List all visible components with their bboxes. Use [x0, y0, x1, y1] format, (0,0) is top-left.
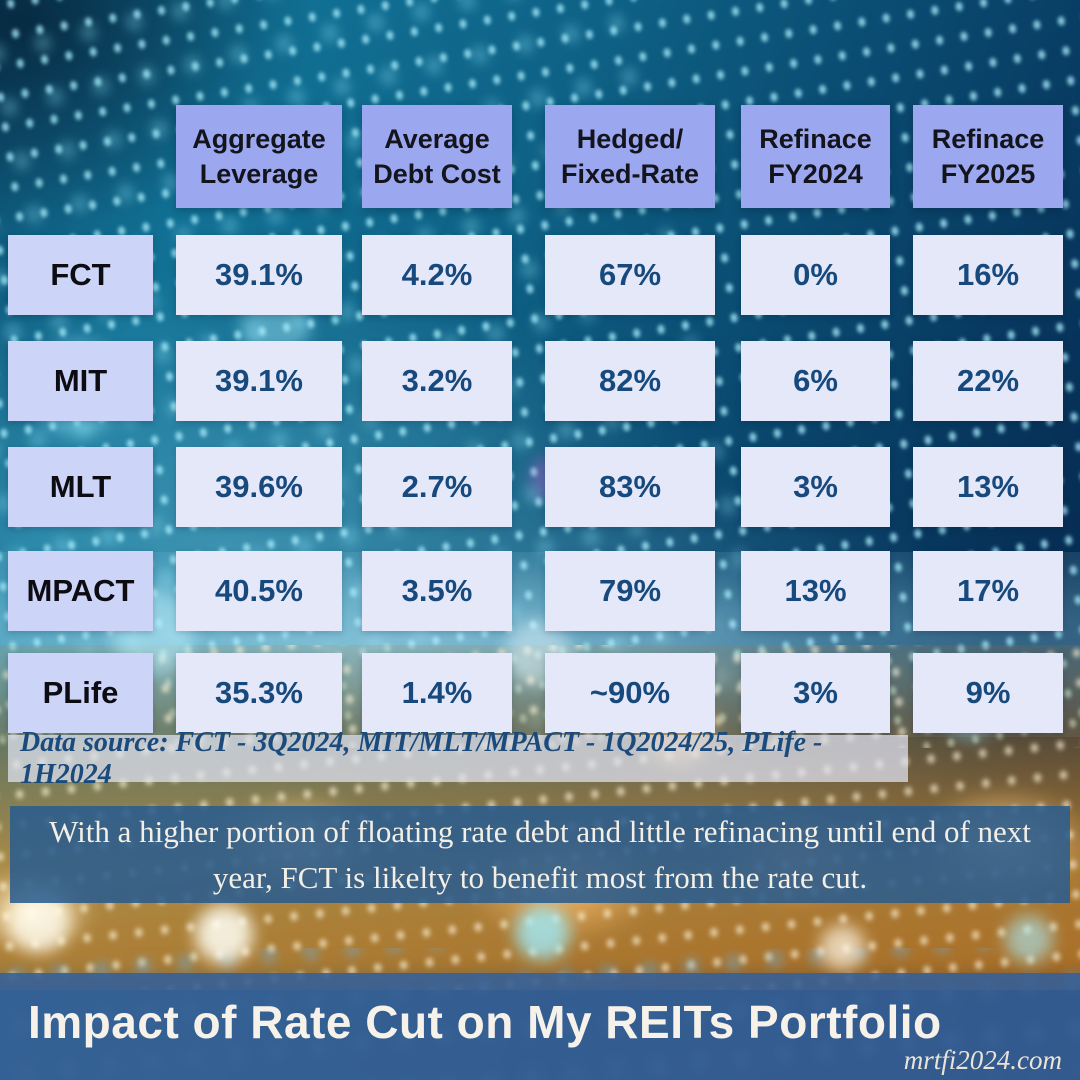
value-cell: 3% — [741, 447, 890, 527]
value-cell: 13% — [741, 551, 890, 631]
col-header-aggregate-leverage: Aggregate Leverage — [176, 105, 342, 208]
value-cell: 3.2% — [362, 341, 512, 421]
value-cell: 4.2% — [362, 235, 512, 315]
bokeh-light — [1005, 915, 1053, 963]
col-header-refinace-fy2025: Refinace FY2025 — [913, 105, 1063, 208]
value-cell: 39.6% — [176, 447, 342, 527]
row-label-mlt: MLT — [8, 447, 153, 527]
bokeh-light — [515, 905, 570, 960]
value-cell: 0% — [741, 235, 890, 315]
watermark-text: mrtfi2024.com — [903, 1045, 1062, 1075]
col-header-hedged-fixed-rate: Hedged/ Fixed-Rate — [545, 105, 715, 208]
value-cell: 9% — [913, 653, 1063, 733]
commentary-box: With a higher portion of floating rate d… — [10, 806, 1070, 903]
value-cell: 39.1% — [176, 341, 342, 421]
value-cell: 22% — [913, 341, 1063, 421]
value-cell: 13% — [913, 447, 1063, 527]
value-cell: 79% — [545, 551, 715, 631]
value-cell: 82% — [545, 341, 715, 421]
row-label-plife: PLife — [8, 653, 153, 733]
bokeh-light — [820, 925, 865, 970]
value-cell: 17% — [913, 551, 1063, 631]
value-cell: 3% — [741, 653, 890, 733]
col-header-refinace-fy2024: Refinace FY2024 — [741, 105, 890, 208]
data-source-note: Data source: FCT - 3Q2024, MIT/MLT/MPACT… — [8, 727, 908, 790]
bokeh-light — [195, 905, 253, 963]
value-cell: 3.5% — [362, 551, 512, 631]
value-cell: 2.7% — [362, 447, 512, 527]
row-label-mpact: MPACT — [8, 551, 153, 631]
value-cell: 39.1% — [176, 235, 342, 315]
col-header-average-debt-cost: Average Debt Cost — [362, 105, 512, 208]
page-title: Impact of Rate Cut on My REITs Portfolio — [28, 996, 942, 1048]
value-cell: 16% — [913, 235, 1063, 315]
footer-bar: Impact of Rate Cut on My REITs Portfolio… — [0, 973, 1080, 1080]
value-cell: 35.3% — [176, 653, 342, 733]
value-cell: ~90% — [545, 653, 715, 733]
value-cell: 1.4% — [362, 653, 512, 733]
row-label-mit: MIT — [8, 341, 153, 421]
value-cell: 6% — [741, 341, 890, 421]
value-cell: 40.5% — [176, 551, 342, 631]
value-cell: 67% — [545, 235, 715, 315]
row-label-fct: FCT — [8, 235, 153, 315]
value-cell: 83% — [545, 447, 715, 527]
